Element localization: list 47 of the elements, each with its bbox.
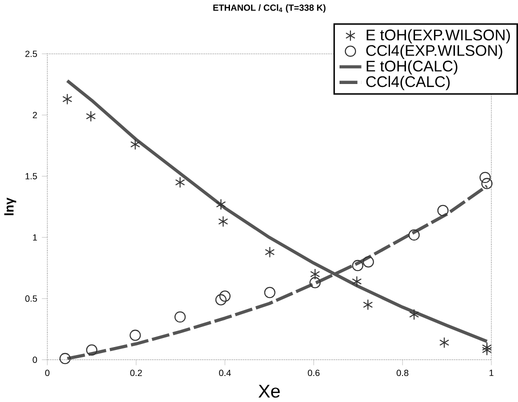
point [352,260,364,272]
point [174,311,186,323]
y-axis-title: lnγ [4,198,16,216]
point [86,110,96,122]
point [264,286,276,298]
x-axis-title: Xe [258,384,280,398]
x-tick-label: 0 [45,370,50,376]
point [130,138,140,150]
x-tick-label: 0.8 [396,370,408,376]
point [59,352,71,364]
point [216,198,226,210]
point [264,246,275,258]
point [408,229,420,241]
point [439,337,450,348]
y-tick-label: 1.5 [26,173,37,180]
point [219,290,231,302]
point [480,172,491,184]
chart-title: ETHANOL / CCl$_{4}$ (T=338 K) [213,4,326,13]
point [482,342,492,354]
legend-label: E tOH(EXP.WILSON) [366,29,510,44]
point [62,94,72,105]
y-tick-label: 0.5 [25,295,37,302]
legend-label: E tOH(CALC) [366,60,458,75]
y-tick-label: 0 [32,356,38,363]
point [86,344,98,356]
point [352,276,362,288]
point [130,330,141,341]
point [310,268,320,280]
point [437,204,449,216]
point [215,294,227,306]
y-tick-label: 1 [33,234,37,241]
y-tick-label: 2 [32,112,37,118]
point [482,344,492,356]
legend-label: CCl4(EXP.WILSON) [366,44,502,59]
y-tick-label: 2.5 [25,50,37,58]
point [175,176,186,188]
legend-label: CCl4(CALC) [366,76,450,90]
point [362,299,373,310]
point [309,277,321,288]
point [481,178,493,190]
point [218,216,228,228]
point [362,256,374,268]
point [409,308,420,320]
x-tick-label: 0.6 [308,370,320,376]
x-tick-label: 0.2 [130,370,142,376]
x-tick-label: 0.4 [219,370,231,376]
x-tick-label: 1 [490,370,494,376]
